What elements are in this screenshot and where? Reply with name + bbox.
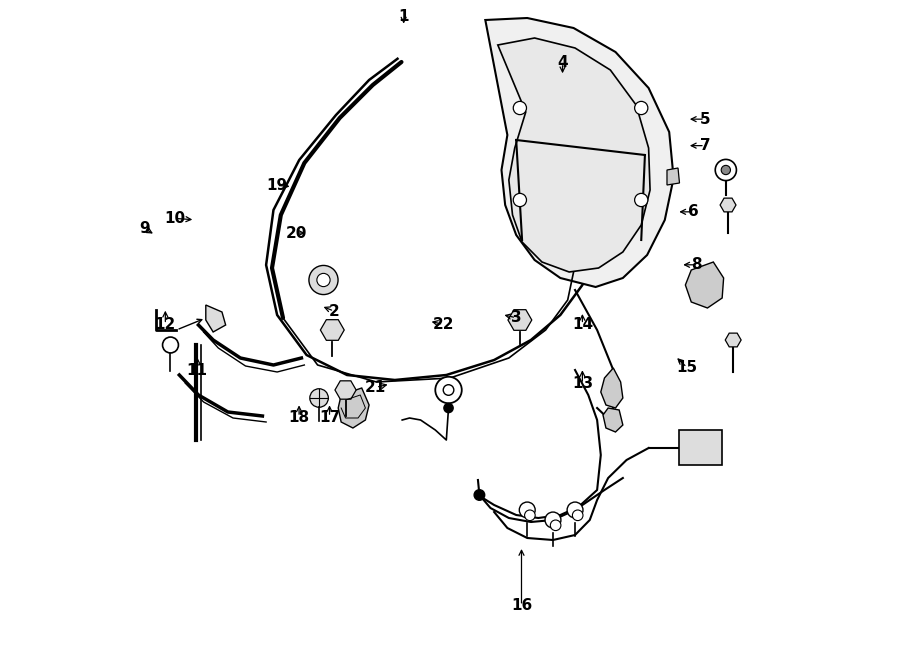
Circle shape [513,193,526,207]
Text: 16: 16 [511,598,532,613]
Polygon shape [720,198,736,212]
Circle shape [444,403,454,412]
Polygon shape [725,333,741,347]
Polygon shape [320,320,344,340]
Polygon shape [266,58,593,380]
Circle shape [519,502,536,518]
Text: 7: 7 [699,138,710,153]
Polygon shape [338,388,369,428]
Polygon shape [206,305,226,332]
Circle shape [550,520,561,530]
Circle shape [545,512,561,528]
Text: 13: 13 [572,377,593,391]
Circle shape [309,265,338,295]
Text: 9: 9 [139,221,149,236]
Text: 22: 22 [433,317,454,332]
Text: 5: 5 [699,112,710,126]
Circle shape [572,510,583,520]
Text: 21: 21 [365,380,386,395]
Circle shape [436,377,462,403]
Text: 14: 14 [572,317,593,332]
Circle shape [716,160,736,181]
Circle shape [525,510,535,520]
Polygon shape [667,168,680,185]
Polygon shape [603,408,623,432]
Circle shape [513,101,526,115]
Circle shape [634,101,648,115]
Text: 10: 10 [165,211,185,226]
Text: 1: 1 [399,9,409,24]
Text: 15: 15 [677,360,698,375]
Circle shape [443,385,454,395]
Text: 2: 2 [328,304,339,318]
Circle shape [474,490,485,500]
Circle shape [163,337,178,353]
Text: 12: 12 [155,317,176,332]
Text: 18: 18 [289,410,310,424]
Circle shape [567,502,583,518]
Circle shape [634,193,648,207]
Circle shape [721,166,731,175]
Text: 8: 8 [691,258,702,272]
Text: 17: 17 [319,410,340,424]
Text: 19: 19 [266,178,287,193]
Circle shape [317,273,330,287]
Polygon shape [485,18,673,287]
Circle shape [310,389,328,407]
Polygon shape [686,262,724,308]
Polygon shape [680,430,722,465]
Text: 11: 11 [186,363,208,378]
Text: 3: 3 [511,310,521,325]
Polygon shape [508,310,532,330]
Text: 20: 20 [285,226,307,240]
Text: 6: 6 [688,205,699,219]
Polygon shape [335,381,356,399]
Polygon shape [498,38,650,272]
Polygon shape [601,368,623,408]
Text: 4: 4 [557,56,568,70]
